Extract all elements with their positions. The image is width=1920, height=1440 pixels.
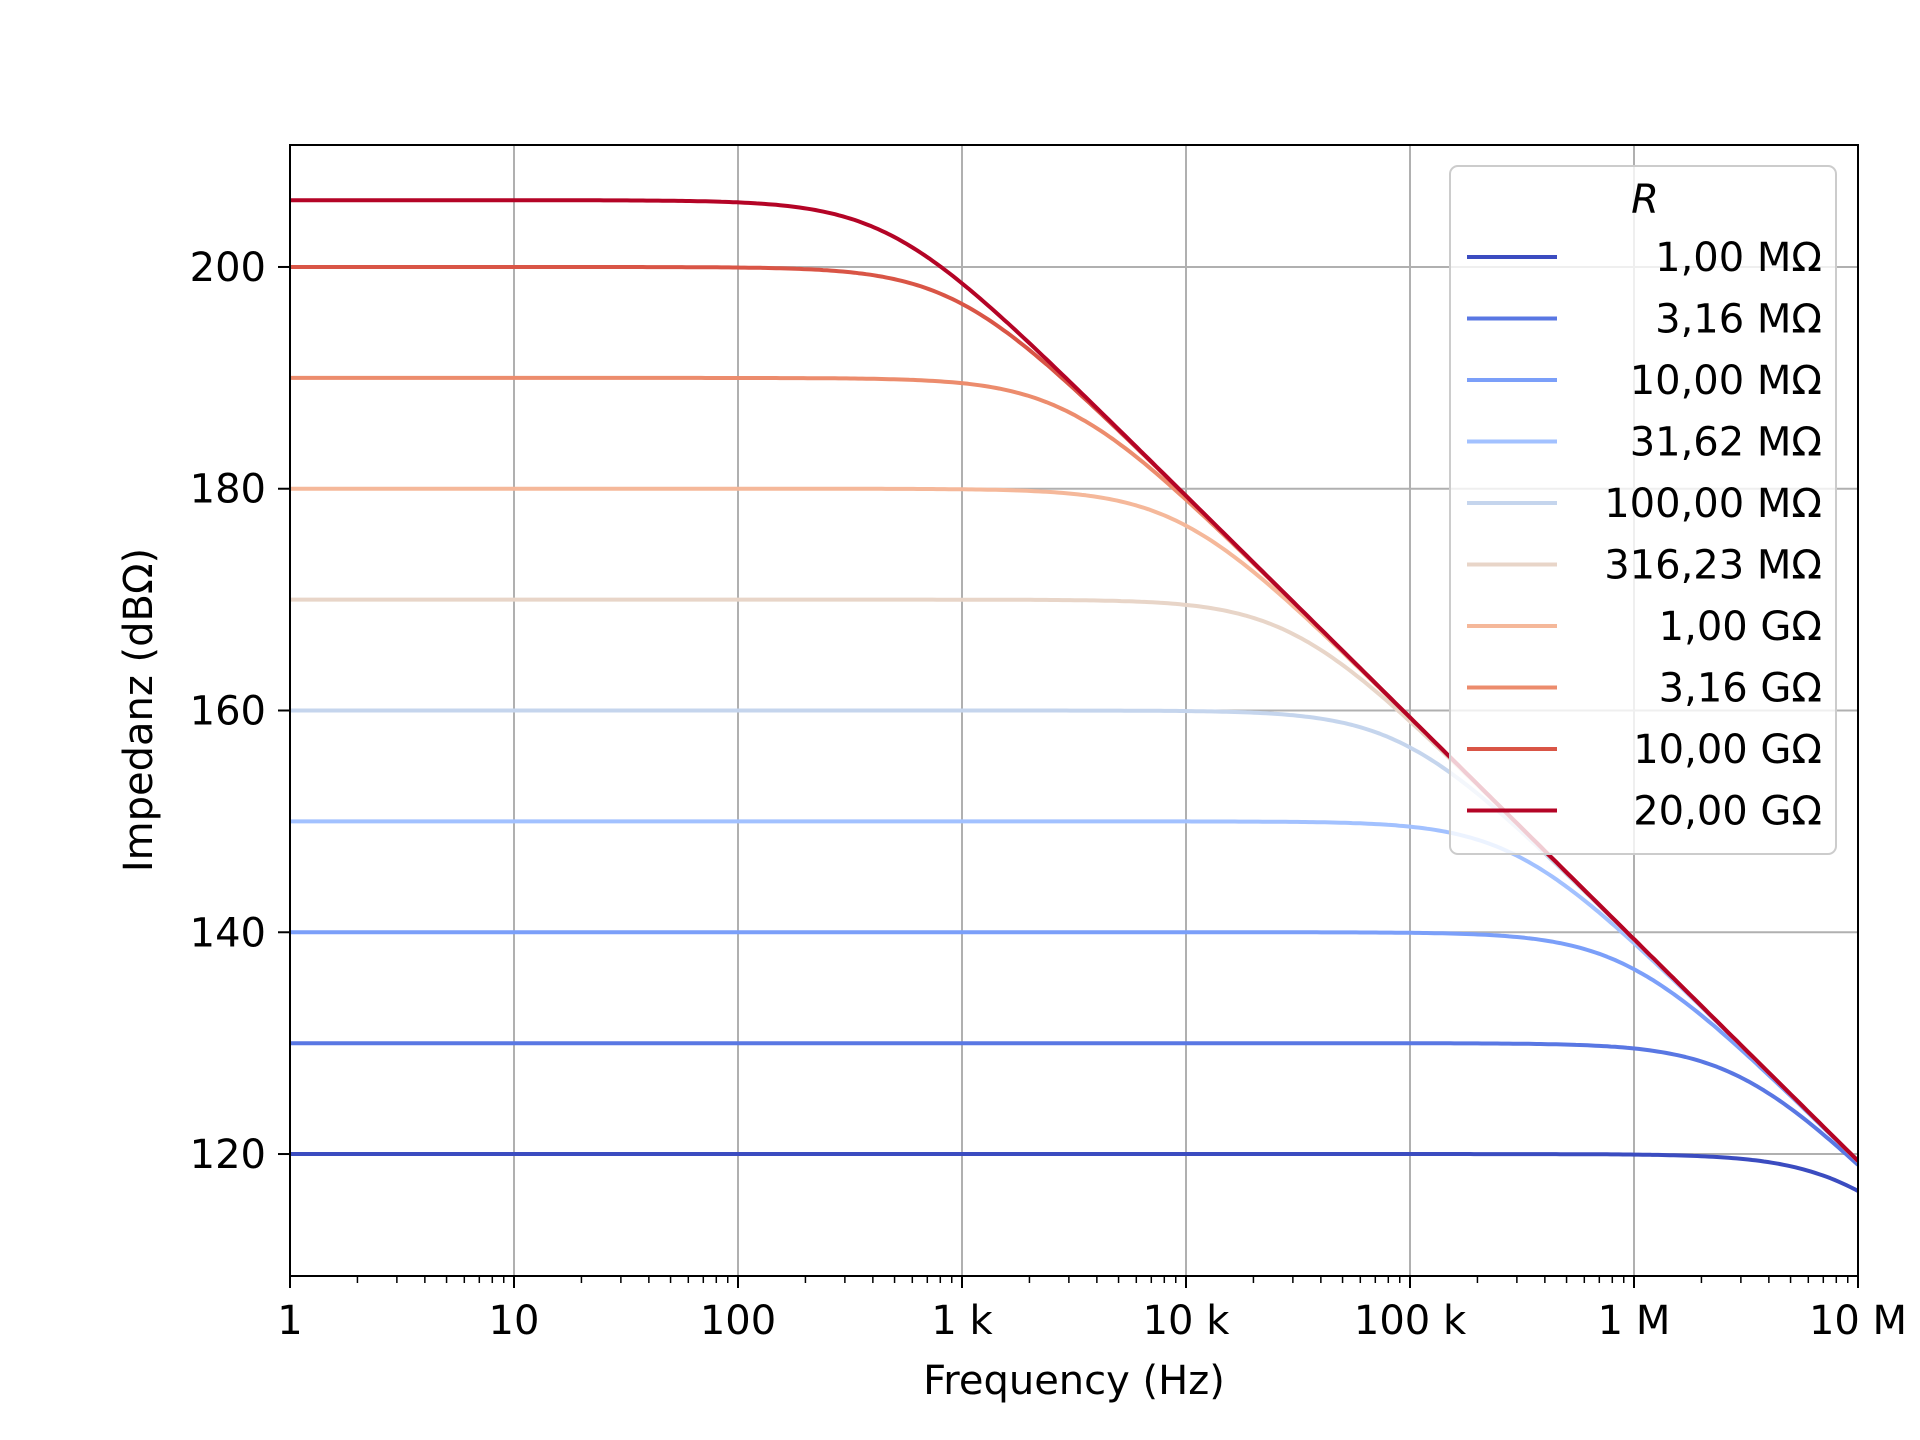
legend-title: R: [1631, 177, 1659, 223]
x-axis-ticks: 1 10 100 1 k 10 k 100 k 1 M 10 M: [277, 1276, 1907, 1344]
legend-label: 10,00 GΩ: [1633, 727, 1822, 773]
x-tick-label: 10 k: [1143, 1298, 1231, 1344]
legend-label: 31,62 MΩ: [1630, 420, 1822, 466]
series-line: [290, 1041, 1858, 1167]
y-axis-label: Impedanz (dBΩ): [116, 548, 162, 872]
y-tick-label: 200: [190, 245, 266, 291]
series-line: [290, 1152, 1858, 1193]
x-tick-label: 100 k: [1354, 1298, 1467, 1344]
x-minor-ticks: [356, 1276, 1849, 1283]
legend-label: 316,23 MΩ: [1604, 543, 1822, 589]
x-axis-label: Frequency (Hz): [923, 1358, 1225, 1404]
legend-label: 3,16 MΩ: [1655, 297, 1822, 343]
x-tick-label: 1 M: [1598, 1298, 1671, 1344]
x-tick-label: 1 k: [931, 1298, 993, 1344]
legend-label: 10,00 MΩ: [1630, 358, 1822, 404]
series-line: [290, 930, 1858, 1163]
series-line: [290, 198, 1858, 1163]
y-axis-ticks: 120 140 160 180 200: [190, 245, 290, 1178]
x-tick-label: 10 M: [1809, 1298, 1907, 1344]
legend-label: 1,00 MΩ: [1655, 235, 1822, 281]
legend: R 1,00 MΩ 3,16 MΩ 10,00 MΩ 31,62 MΩ 100,00 M…: [1449, 165, 1837, 855]
y-tick-label: 120: [190, 1132, 266, 1178]
x-tick-label: 100: [700, 1298, 776, 1344]
x-tick-label: 10: [489, 1298, 540, 1344]
series-lines: [290, 198, 1858, 1193]
legend-label: 100,00 MΩ: [1604, 481, 1822, 527]
legend-label: 20,00 GΩ: [1633, 789, 1822, 835]
legend-items: 1,00 MΩ 3,16 MΩ 10,00 MΩ 31,62 MΩ 100,00 MΩ 3…: [1467, 235, 1822, 835]
legend-box: [1449, 165, 1837, 855]
legend-label: 1,00 GΩ: [1659, 604, 1822, 650]
y-tick-label: 140: [190, 910, 266, 956]
series-line: [290, 819, 1858, 1163]
x-tick-label: 1: [277, 1298, 302, 1344]
y-tick-label: 180: [190, 467, 266, 513]
y-tick-label: 160: [190, 689, 266, 735]
legend-label: 3,16 GΩ: [1659, 666, 1822, 712]
